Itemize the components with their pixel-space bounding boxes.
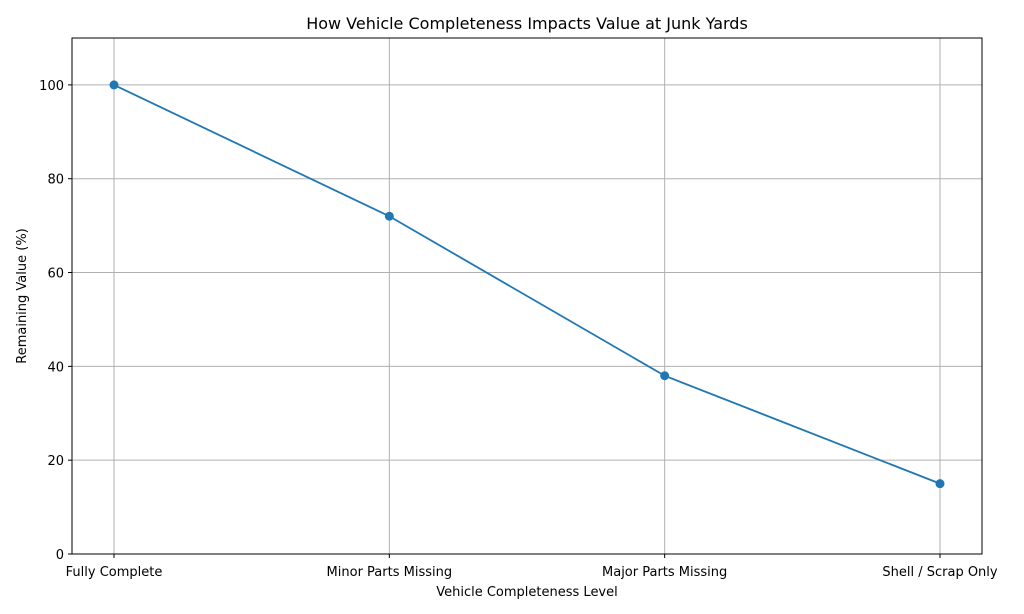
data-point-marker — [109, 80, 119, 90]
data-series — [109, 80, 945, 489]
grid-lines — [72, 38, 982, 555]
data-point-marker — [660, 371, 670, 381]
chart-title: How Vehicle Completeness Impacts Value a… — [306, 14, 748, 33]
y-tick-label: 0 — [56, 548, 64, 563]
y-tick-label: 40 — [47, 360, 64, 375]
plot-frame — [71, 37, 983, 555]
data-point-marker — [384, 211, 394, 221]
y-axis-ticks: 0 20 40 60 80 100 — [39, 79, 72, 563]
x-tick-label: Shell / Scrap Only — [882, 565, 998, 580]
y-tick-label: 100 — [39, 79, 64, 94]
x-tick-label: Fully Complete — [66, 565, 163, 580]
data-point-marker — [935, 479, 945, 489]
x-axis-ticks: Fully Complete Minor Parts Missing Major P… — [66, 554, 998, 580]
x-tick-label: Minor Parts Missing — [327, 565, 453, 580]
y-axis-label: Remaining Value (%) — [15, 228, 30, 364]
y-tick-label: 20 — [47, 454, 64, 469]
series-line — [113, 84, 941, 485]
y-tick-label: 60 — [47, 267, 64, 282]
x-tick-label: Major Parts Missing — [602, 565, 727, 580]
y-tick-label: 80 — [47, 173, 64, 188]
x-axis-label: Vehicle Completeness Level — [436, 585, 618, 600]
